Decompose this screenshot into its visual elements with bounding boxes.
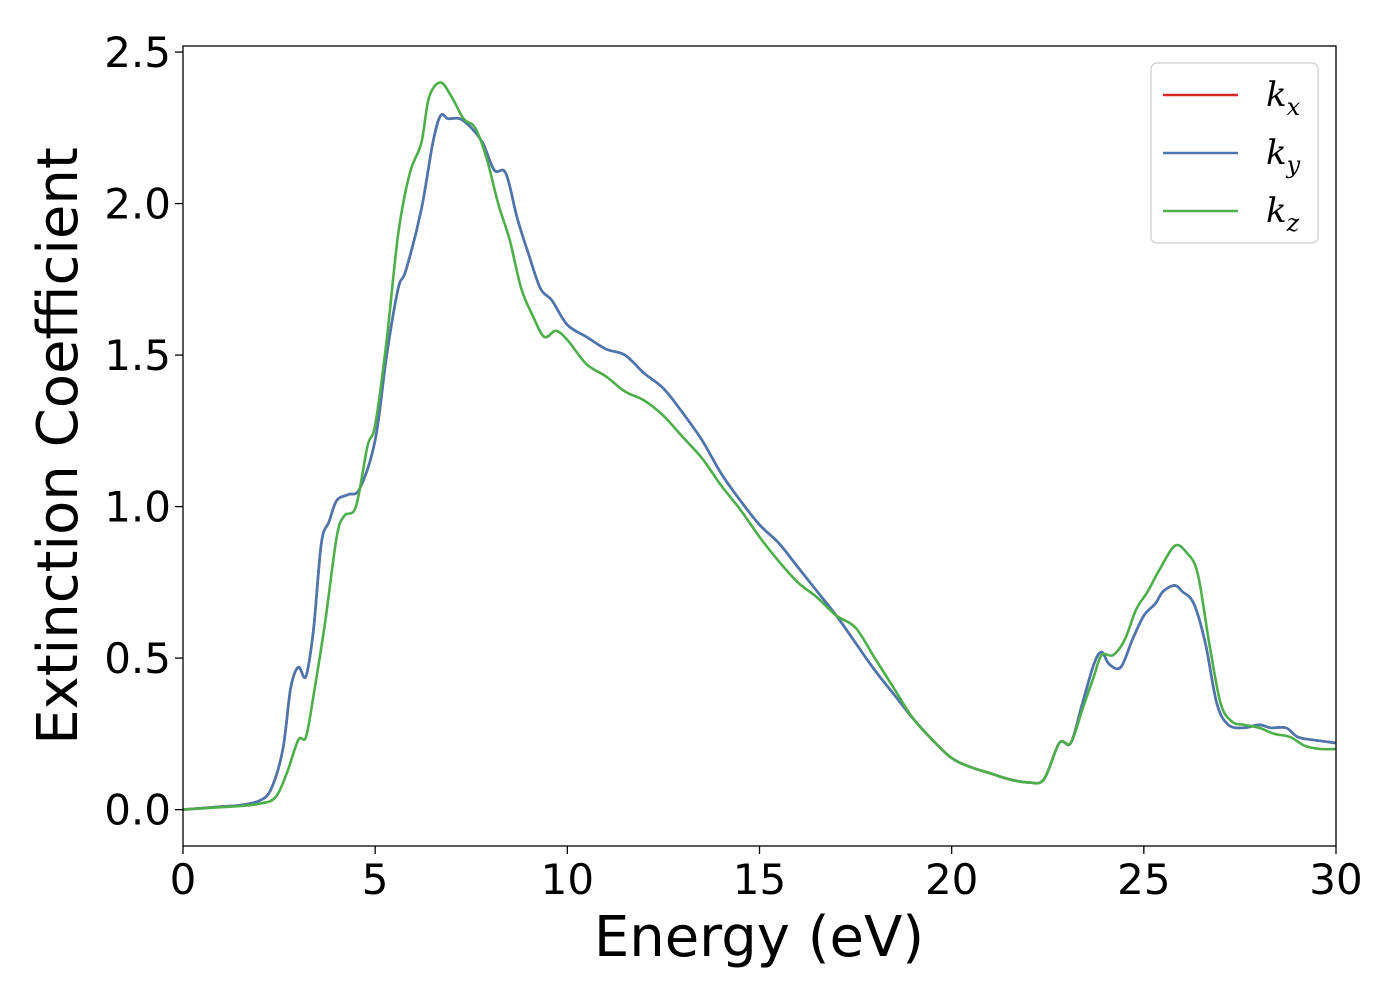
x-tick-label: 25 [1117, 855, 1170, 904]
y-tick-label: 0.0 [104, 786, 171, 835]
series-line-kz [182, 81, 1337, 811]
series-layer [182, 81, 1337, 811]
x-tick-label: 0 [170, 855, 197, 904]
x-tick-label: 30 [1309, 855, 1362, 904]
y-tick-label: 1.0 [104, 483, 171, 532]
legend-label-kz: kz [1266, 191, 1300, 237]
x-tick-label: 15 [733, 855, 786, 904]
series-line-ky [182, 113, 1337, 811]
legend-label-kx: kx [1266, 75, 1301, 121]
x-axis: 0 5 10 15 20 25 30 [170, 846, 1363, 904]
x-tick-label: 5 [362, 855, 389, 904]
y-tick-label: 1.5 [104, 331, 171, 380]
x-tick-label: 20 [925, 855, 978, 904]
y-tick-label: 2.0 [104, 180, 171, 229]
x-axis-title: Energy (eV) [594, 905, 924, 970]
x-tick-label: 10 [541, 855, 594, 904]
y-tick-label: 2.5 [104, 28, 171, 77]
y-axis-title: Extinction Coefficient [26, 147, 91, 745]
legend: kx ky kz [1150, 62, 1319, 244]
y-tick-label: 0.5 [104, 634, 171, 683]
legend-label-ky: ky [1266, 133, 1301, 179]
y-axis: 0.0 0.5 1.0 1.5 2.0 2.5 [104, 28, 183, 835]
